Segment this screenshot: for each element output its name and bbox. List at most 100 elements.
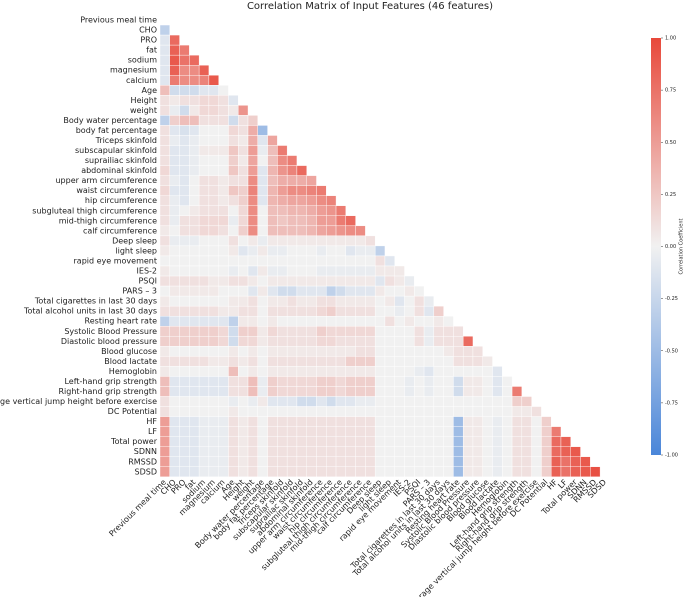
heatmap-cell — [208, 155, 219, 166]
heatmap-cell — [374, 265, 386, 277]
heatmap-cell — [247, 165, 259, 176]
heatmap-cell — [257, 416, 268, 427]
y-tick-label: weight — [130, 106, 157, 115]
heatmap-cell — [316, 426, 327, 437]
heatmap-cell — [482, 406, 493, 417]
heatmap-cell — [335, 366, 347, 377]
heatmap-cell — [423, 456, 435, 468]
heatmap-cell — [179, 255, 190, 267]
heatmap-cell — [492, 436, 503, 447]
heatmap-cell — [482, 466, 493, 478]
y-tick-label: CHO — [139, 26, 157, 35]
heatmap-cell — [198, 64, 210, 76]
heatmap-cell — [296, 215, 307, 227]
heatmap-cell — [198, 426, 210, 437]
heatmap-cell — [169, 436, 180, 447]
heatmap-cell — [443, 316, 454, 327]
heatmap-cell — [443, 366, 454, 377]
heatmap-cell — [277, 185, 288, 196]
heatmap-cell — [159, 75, 170, 86]
heatmap-cell — [560, 446, 571, 457]
heatmap-cell — [169, 75, 180, 86]
heatmap-cell — [208, 125, 219, 136]
heatmap-cell — [335, 235, 347, 247]
heatmap-cell — [247, 326, 259, 337]
heatmap-cell — [335, 245, 347, 257]
heatmap-cell — [267, 336, 278, 347]
heatmap-cell — [228, 225, 239, 237]
heatmap-cell — [159, 44, 170, 56]
heatmap-cell — [218, 265, 229, 277]
heatmap-cell — [326, 376, 337, 387]
heatmap-cell — [462, 346, 474, 357]
heatmap-cell — [267, 346, 278, 357]
heatmap-cell — [560, 456, 571, 468]
heatmap-cell — [414, 356, 425, 367]
heatmap-cell — [286, 165, 298, 176]
heatmap-cell — [228, 436, 239, 447]
heatmap-cell — [316, 326, 327, 337]
heatmap-cell — [159, 175, 170, 186]
heatmap-cell — [306, 416, 317, 427]
heatmap-cell — [502, 446, 513, 457]
heatmap-cell — [296, 326, 307, 337]
heatmap-cell — [531, 466, 542, 478]
heatmap-cell — [296, 165, 307, 176]
heatmap-cell — [374, 416, 386, 427]
heatmap-cell — [296, 446, 307, 457]
heatmap-cell — [189, 366, 200, 377]
heatmap-cell — [394, 376, 405, 387]
heatmap-cell — [169, 376, 180, 387]
heatmap-cell — [345, 255, 356, 267]
heatmap-cell — [159, 316, 170, 327]
heatmap-cell — [228, 396, 239, 407]
heatmap-cell — [228, 346, 239, 357]
y-tick-label: calf circumference — [83, 226, 157, 235]
heatmap-cell — [159, 135, 170, 146]
heatmap-cell — [286, 235, 298, 247]
heatmap-cell — [374, 275, 386, 287]
heatmap-cell — [472, 356, 483, 367]
heatmap-cell — [286, 376, 298, 387]
heatmap-cell — [159, 426, 170, 437]
heatmap-cell — [267, 265, 278, 277]
heatmap-cell — [345, 275, 356, 287]
heatmap-cell — [560, 436, 571, 447]
heatmap-cell — [374, 426, 386, 437]
heatmap-cell — [247, 346, 259, 357]
heatmap-cell — [296, 346, 307, 357]
heatmap-cell — [179, 336, 190, 347]
heatmap-cell — [414, 305, 425, 317]
heatmap-cell — [169, 285, 180, 297]
heatmap-cell — [277, 336, 288, 347]
heatmap-cell — [306, 265, 317, 277]
y-tick-label: Hemoglobin — [109, 367, 157, 376]
heatmap-cell — [355, 466, 366, 478]
heatmap-cell — [218, 456, 229, 468]
heatmap-cell — [267, 396, 278, 407]
heatmap-cell — [257, 255, 268, 267]
heatmap-cell — [189, 396, 200, 407]
heatmap-cell — [189, 105, 200, 116]
heatmap-cell — [277, 215, 288, 227]
heatmap-cell — [345, 316, 356, 327]
heatmap-cell — [326, 275, 337, 287]
heatmap-cell — [365, 255, 376, 267]
heatmap-cell — [169, 54, 180, 66]
heatmap-cell — [179, 85, 190, 96]
heatmap-cell — [228, 326, 239, 337]
y-tick-label: subscapular skinfold — [75, 146, 157, 155]
heatmap-cell — [238, 105, 249, 116]
heatmap-cell — [286, 195, 298, 206]
heatmap-cell — [247, 456, 259, 468]
heatmap-cell — [394, 316, 405, 327]
heatmap-cell — [228, 255, 239, 267]
heatmap-cell — [423, 295, 435, 307]
heatmap-cell — [414, 426, 425, 437]
heatmap-cell — [198, 85, 210, 96]
heatmap-cell — [169, 175, 180, 186]
heatmap-cell — [306, 295, 317, 307]
heatmap-cell — [189, 456, 200, 468]
heatmap-cell — [198, 95, 210, 106]
heatmap-cell — [179, 95, 190, 106]
